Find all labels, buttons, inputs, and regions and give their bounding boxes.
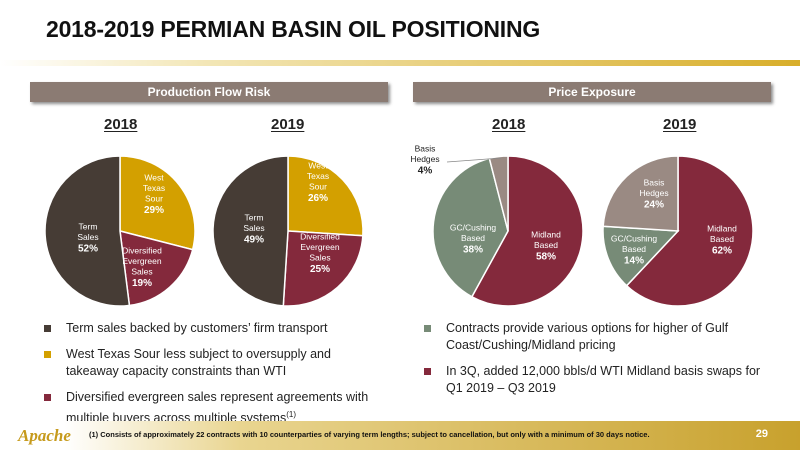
footnote: (1) Consists of approximately 22 contrac… — [89, 430, 650, 439]
pie-slice-diversified-evergreen-sales — [119, 229, 194, 307]
pie-label-west-texas-sour: West Texas Sour 29% — [143, 172, 165, 216]
pie-slice-term-sales — [212, 155, 289, 307]
footer-bar — [0, 421, 800, 450]
bullet-text: In 3Q, added 12,000 bbls/d WTI Midland b… — [446, 364, 761, 395]
pie-slice-west-texas-sour — [119, 155, 196, 251]
pie-label-term-sales: Term Sales 49% — [243, 213, 264, 246]
pie-slice-west-texas-sour — [287, 155, 364, 237]
pie-slice-diversified-evergreen-sales — [282, 230, 364, 307]
bullet-square-icon — [44, 394, 51, 401]
bullet-item: West Texas Sour less subject to oversupp… — [44, 346, 384, 380]
pie-slice-basis-hedges — [488, 155, 509, 232]
pie-slice-gc-cushing-based — [432, 157, 509, 298]
bullet-square-icon — [44, 351, 51, 358]
pie-label-west-texas-sour: West Texas Sour 26% — [307, 160, 329, 204]
pie-label-term-sales: Term Sales 52% — [77, 222, 98, 255]
footnote-marker: (1) — [286, 410, 296, 419]
pie-label-diversified-evergreen-sales: Diversified Evergreen Sales 19% — [122, 245, 162, 289]
pie-chart-flow-2019: West Texas Sour 26% Diversified Evergreen Sale… — [212, 155, 364, 307]
production-flow-risk-header: Production Flow Risk — [30, 82, 388, 102]
bullet-item: In 3Q, added 12,000 bbls/d WTI Midland b… — [424, 363, 774, 397]
bullet-item: Contracts provide various options for hi… — [424, 320, 774, 354]
year-label-right-2018: 2018 — [492, 116, 526, 133]
bullet-text: Contracts provide various options for hi… — [446, 321, 729, 352]
bullet-square-icon — [44, 325, 51, 332]
pie-label-midland-based: Midland Based 58% — [531, 230, 561, 263]
pie-slice-term-sales — [44, 155, 131, 307]
pie-chart-price-2018: Midland Based 58% GC/Cushing Based 38% Basis He… — [410, 144, 584, 307]
pie-label-gc-cushing-based: GC/Cushing Based 38% — [450, 223, 497, 256]
pie-slice-midland-based — [470, 155, 584, 307]
bullet-text: West Texas Sour less subject to oversupp… — [66, 347, 331, 378]
pie-slice-gc-cushing-based — [602, 225, 680, 287]
price-exposure-header: Price Exposure — [413, 82, 771, 102]
pie-chart-price-2019: Midland Based 62% GC/Cushing Based 14% Basis He… — [602, 155, 754, 307]
bullet-text: Term sales backed by customers’ firm tra… — [66, 321, 328, 335]
bullet-square-icon — [424, 325, 431, 332]
pie-label-basis-hedges: Basis Hedges 4% — [410, 144, 439, 177]
leader-line — [446, 157, 502, 163]
pie-label-diversified-evergreen-sales: Diversified Evergreen Sales 25% — [300, 231, 340, 275]
bullet-square-icon — [424, 368, 431, 375]
bullet-text: Diversified evergreen sales represent ag… — [66, 390, 369, 426]
bullet-list-left: Term sales backed by customers’ firm tra… — [44, 320, 384, 436]
apache-logo: Apache — [18, 426, 71, 445]
title-divider — [0, 60, 800, 66]
pie-chart-flow-2018: West Texas Sour 29% Diversified Evergreen Sale… — [44, 155, 196, 307]
pie-label-midland-based: Midland Based 62% — [707, 224, 737, 257]
pie-slice-midland-based — [625, 155, 754, 307]
year-label-left-2018: 2018 — [104, 116, 138, 133]
pie-label-basis-hedges: Basis Hedges 24% — [639, 178, 668, 211]
page-title: 2018-2019 PERMIAN BASIN OIL POSITIONING — [46, 16, 541, 42]
pie-slice-basis-hedges — [602, 155, 679, 232]
year-label-right-2019: 2019 — [663, 116, 697, 133]
page-number: 29 — [755, 428, 768, 440]
year-label-left-2019: 2019 — [271, 116, 305, 133]
pie-label-gc-cushing-based: GC/Cushing Based 14% — [611, 234, 658, 267]
bullet-item: Term sales backed by customers’ firm tra… — [44, 320, 384, 337]
bullet-list-right: Contracts provide various options for hi… — [424, 320, 774, 406]
